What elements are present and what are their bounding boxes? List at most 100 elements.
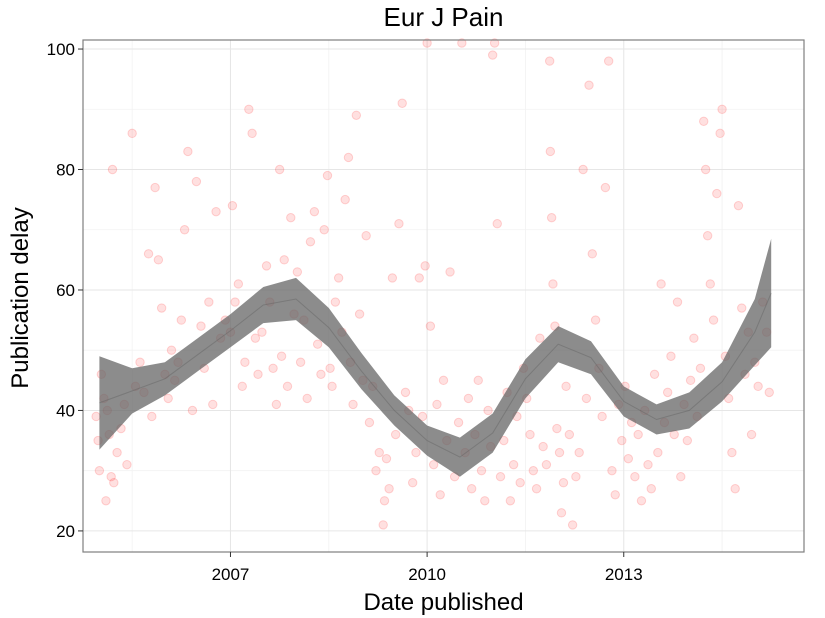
data-point bbox=[574, 447, 584, 458]
data-point bbox=[156, 303, 167, 313]
data-point bbox=[305, 237, 316, 247]
data-point bbox=[319, 225, 329, 235]
data-point bbox=[244, 104, 254, 114]
data-point bbox=[183, 146, 193, 157]
data-point bbox=[147, 411, 157, 422]
data-point bbox=[109, 478, 119, 488]
data-point bbox=[237, 381, 247, 392]
data-point bbox=[179, 225, 190, 235]
plot-panel bbox=[82, 38, 805, 553]
data-point bbox=[643, 459, 653, 470]
data-point bbox=[354, 309, 365, 319]
data-point bbox=[257, 327, 267, 337]
data-point bbox=[153, 255, 164, 265]
data-point bbox=[411, 447, 421, 458]
chart-title: Eur J Pain bbox=[384, 2, 504, 32]
data-point bbox=[584, 80, 594, 90]
data-point bbox=[107, 164, 118, 175]
major-grid bbox=[83, 40, 804, 552]
data-point bbox=[340, 194, 350, 205]
data-point bbox=[327, 381, 337, 392]
data-point bbox=[176, 315, 187, 325]
data-point bbox=[150, 182, 160, 193]
data-point bbox=[492, 219, 502, 229]
data-point bbox=[699, 116, 709, 127]
data-point bbox=[717, 104, 727, 114]
minor-grid bbox=[83, 40, 804, 552]
data-point bbox=[546, 212, 557, 223]
data-point bbox=[227, 200, 238, 211]
data-point bbox=[733, 200, 744, 211]
data-point bbox=[453, 417, 464, 428]
data-point bbox=[600, 182, 611, 193]
y-tick-label: 100 bbox=[47, 40, 75, 59]
data-point bbox=[646, 484, 656, 494]
data-point bbox=[374, 447, 384, 458]
data-point bbox=[204, 297, 214, 307]
data-point bbox=[489, 38, 500, 48]
data-point bbox=[316, 369, 326, 380]
data-point bbox=[420, 261, 430, 271]
data-point bbox=[495, 472, 506, 482]
data-point bbox=[685, 375, 696, 386]
data-point bbox=[112, 447, 122, 458]
data-point bbox=[656, 279, 666, 289]
data-point bbox=[712, 188, 722, 199]
data-point bbox=[422, 38, 432, 48]
data-point bbox=[662, 387, 673, 398]
data-point bbox=[364, 417, 375, 428]
data-point bbox=[302, 393, 312, 404]
data-point bbox=[695, 363, 706, 373]
data-point bbox=[309, 206, 320, 217]
data-point bbox=[541, 459, 552, 470]
x-tick-label: 2013 bbox=[605, 565, 643, 584]
data-point bbox=[700, 164, 711, 175]
data-point bbox=[727, 447, 737, 458]
data-point bbox=[603, 56, 614, 66]
data-point bbox=[746, 429, 757, 440]
data-point bbox=[106, 472, 116, 482]
data-point bbox=[689, 333, 699, 343]
data-point bbox=[571, 472, 581, 482]
data-point bbox=[581, 393, 592, 404]
confidence-band bbox=[99, 238, 772, 477]
data-point bbox=[505, 496, 516, 506]
data-point bbox=[649, 369, 660, 380]
panel-border bbox=[82, 39, 805, 553]
data-point bbox=[435, 490, 445, 500]
data-point bbox=[558, 478, 569, 488]
data-point bbox=[590, 315, 601, 325]
data-point bbox=[525, 429, 535, 440]
data-point bbox=[400, 387, 411, 398]
data-point bbox=[333, 273, 344, 283]
data-point bbox=[476, 465, 487, 476]
y-tick-label: 20 bbox=[56, 522, 75, 541]
data-point bbox=[268, 363, 278, 373]
data-point bbox=[556, 508, 567, 518]
data-point bbox=[230, 297, 240, 307]
data-point bbox=[276, 351, 287, 361]
data-point bbox=[292, 267, 303, 277]
y-tick-label: 80 bbox=[56, 161, 75, 180]
data-point bbox=[312, 339, 323, 349]
y-tick-label: 40 bbox=[56, 401, 75, 420]
data-point bbox=[705, 279, 715, 289]
data-point bbox=[438, 375, 449, 386]
data-point bbox=[135, 357, 145, 367]
y-axis: 20 40 60 80 100 bbox=[47, 40, 83, 541]
data-point bbox=[730, 484, 740, 494]
data-point bbox=[538, 441, 548, 452]
data-point bbox=[390, 429, 401, 440]
data-point bbox=[282, 381, 293, 392]
smooth-band-layer bbox=[99, 238, 772, 477]
data-point bbox=[597, 411, 607, 422]
data-point bbox=[387, 273, 398, 283]
data-point bbox=[607, 465, 617, 476]
data-point bbox=[445, 267, 455, 277]
data-point bbox=[381, 453, 392, 464]
data-point bbox=[764, 387, 774, 398]
data-point bbox=[196, 321, 206, 331]
data-point bbox=[653, 447, 663, 458]
data-point bbox=[487, 50, 498, 60]
data-point bbox=[208, 399, 218, 410]
